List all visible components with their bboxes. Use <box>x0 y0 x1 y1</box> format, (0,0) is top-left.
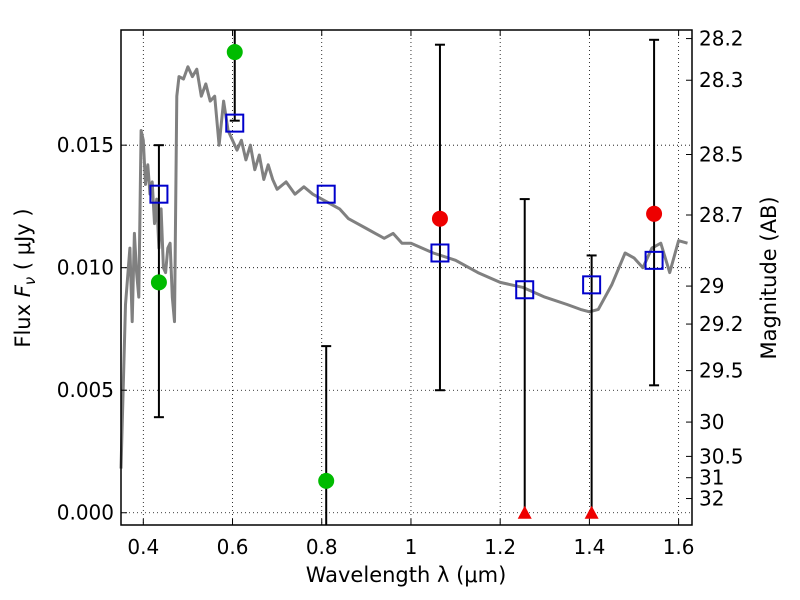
observation-point-0 <box>150 274 167 291</box>
observation-point-2 <box>318 472 335 489</box>
y2-tick-label-10: 32 <box>699 487 724 511</box>
y-axis-title: Flux Fν ( μJy ) <box>11 208 39 347</box>
plot-frame <box>120 29 693 526</box>
observation-point-5 <box>584 505 599 519</box>
model-point-5 <box>582 275 602 295</box>
model-point-3 <box>430 243 450 263</box>
model-point-4 <box>515 280 535 300</box>
y-tick-label-0: 0.000 <box>57 501 114 525</box>
x-tick-label-4: 1.2 <box>484 535 516 559</box>
y2-tick-label-6: 29.5 <box>699 359 744 383</box>
x-tick-label-5: 1.4 <box>573 535 605 559</box>
y2-axis-title: Magnitude (AB) <box>757 196 781 359</box>
observation-point-4 <box>517 505 532 519</box>
model-point-0 <box>149 184 169 204</box>
grid <box>121 30 692 525</box>
error-bars <box>153 30 660 525</box>
x-tick-label-6: 1.6 <box>663 535 695 559</box>
x-tick-label-2: 0.8 <box>306 535 338 559</box>
y2-tick-label-0: 28.2 <box>699 27 744 51</box>
y-tick-label-3: 0.015 <box>57 133 114 157</box>
sed-model-series <box>119 65 688 469</box>
y2-tick-label-4: 29 <box>699 274 724 298</box>
y2-tick-label-1: 28.3 <box>699 68 744 92</box>
model-points-series <box>149 113 664 300</box>
y-axis-title-units: ( μJy ) <box>11 208 35 276</box>
observation-point-6 <box>646 205 663 222</box>
y-axis-ticks: 0.000 0.005 0.010 0.015 <box>57 133 127 525</box>
plot-border <box>120 29 693 526</box>
x-tick-label-1: 0.6 <box>217 535 249 559</box>
x-tick-label-0: 0.4 <box>127 535 159 559</box>
y2-tick-label-5: 29.2 <box>699 312 744 336</box>
model-point-1 <box>225 113 245 133</box>
y2-tick-label-2: 28.5 <box>699 142 744 166</box>
y-tick-label-1: 0.005 <box>57 378 114 402</box>
y-axis-title-symbol: F <box>11 284 35 297</box>
y-axis-title-prefix: Flux <box>11 297 35 347</box>
y-tick-label-2: 0.010 <box>57 256 114 280</box>
y2-tick-label-7: 30 <box>699 410 724 434</box>
y2-tick-label-3: 28.7 <box>699 203 744 227</box>
x-tick-label-3: 1 <box>405 535 418 559</box>
y-axis-title-subscript: ν <box>21 277 39 285</box>
model-point-6 <box>644 250 664 270</box>
y2-tick-label-8: 30.5 <box>699 444 744 468</box>
model-point-2 <box>316 184 336 204</box>
observations-series <box>150 44 663 519</box>
observation-point-1 <box>226 44 243 61</box>
observation-point-3 <box>431 210 448 227</box>
sed-model-line <box>119 65 688 469</box>
y2-tick-label-9: 31 <box>699 466 724 490</box>
x-axis-title: Wavelength λ (μm) <box>306 563 507 587</box>
x-axis-ticks: 0.4 0.6 0.8 1 1.2 1.4 1.6 <box>127 30 695 559</box>
